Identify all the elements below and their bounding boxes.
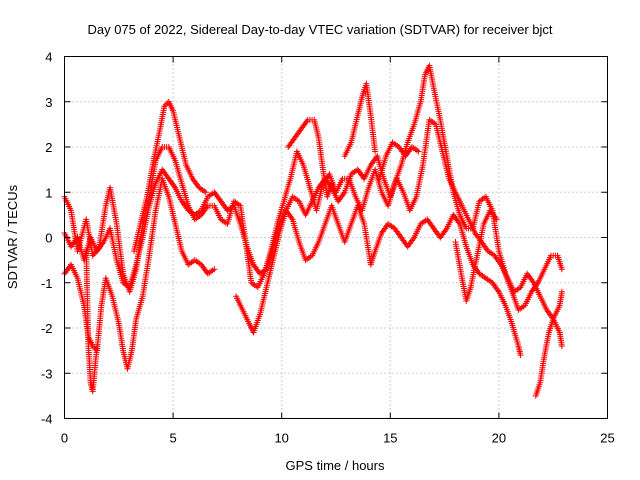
y-tick-label: -2 — [41, 321, 53, 336]
gridlines — [64, 56, 608, 419]
y-tick-label: 3 — [45, 95, 52, 110]
x-tick-label: 5 — [169, 431, 176, 446]
x-tick-label: 25 — [600, 431, 614, 446]
x-tick-label: 20 — [492, 431, 506, 446]
series-trace-e — [83, 248, 101, 395]
x-tick-label: 0 — [61, 431, 68, 446]
series-trace-a — [61, 62, 565, 313]
data-points — [61, 62, 565, 399]
series-trace-g — [285, 116, 335, 200]
series-trace-h — [341, 80, 379, 160]
y-tick-label: 1 — [45, 185, 52, 200]
series-trace-d — [233, 202, 524, 359]
y-tick-label: 0 — [45, 231, 52, 246]
y-axis-label: SDTVAR / TECUs — [5, 184, 20, 289]
chart-title: Day 075 of 2022, Sidereal Day-to-day VTE… — [87, 22, 552, 37]
y-tick-label: 4 — [45, 50, 52, 65]
y-tick-label: -1 — [41, 276, 53, 291]
series-trace-i — [376, 139, 422, 182]
series-trace-k — [532, 288, 565, 399]
x-axis-label: GPS time / hours — [286, 458, 385, 473]
series-trace-c — [61, 175, 218, 372]
x-tick-label: 10 — [274, 431, 288, 446]
y-tick-label: -4 — [41, 412, 53, 427]
series-trace-f — [131, 98, 209, 255]
y-tick-label: 2 — [45, 140, 52, 155]
x-tick-label: 15 — [383, 431, 397, 446]
series-trace-j — [452, 207, 500, 304]
plot-frame — [64, 56, 608, 419]
ticks: 0 5 10 15 20 25 -4 -3 -2 -1 0 1 2 3 4 — [41, 50, 615, 446]
y-tick-label: -3 — [41, 366, 53, 381]
